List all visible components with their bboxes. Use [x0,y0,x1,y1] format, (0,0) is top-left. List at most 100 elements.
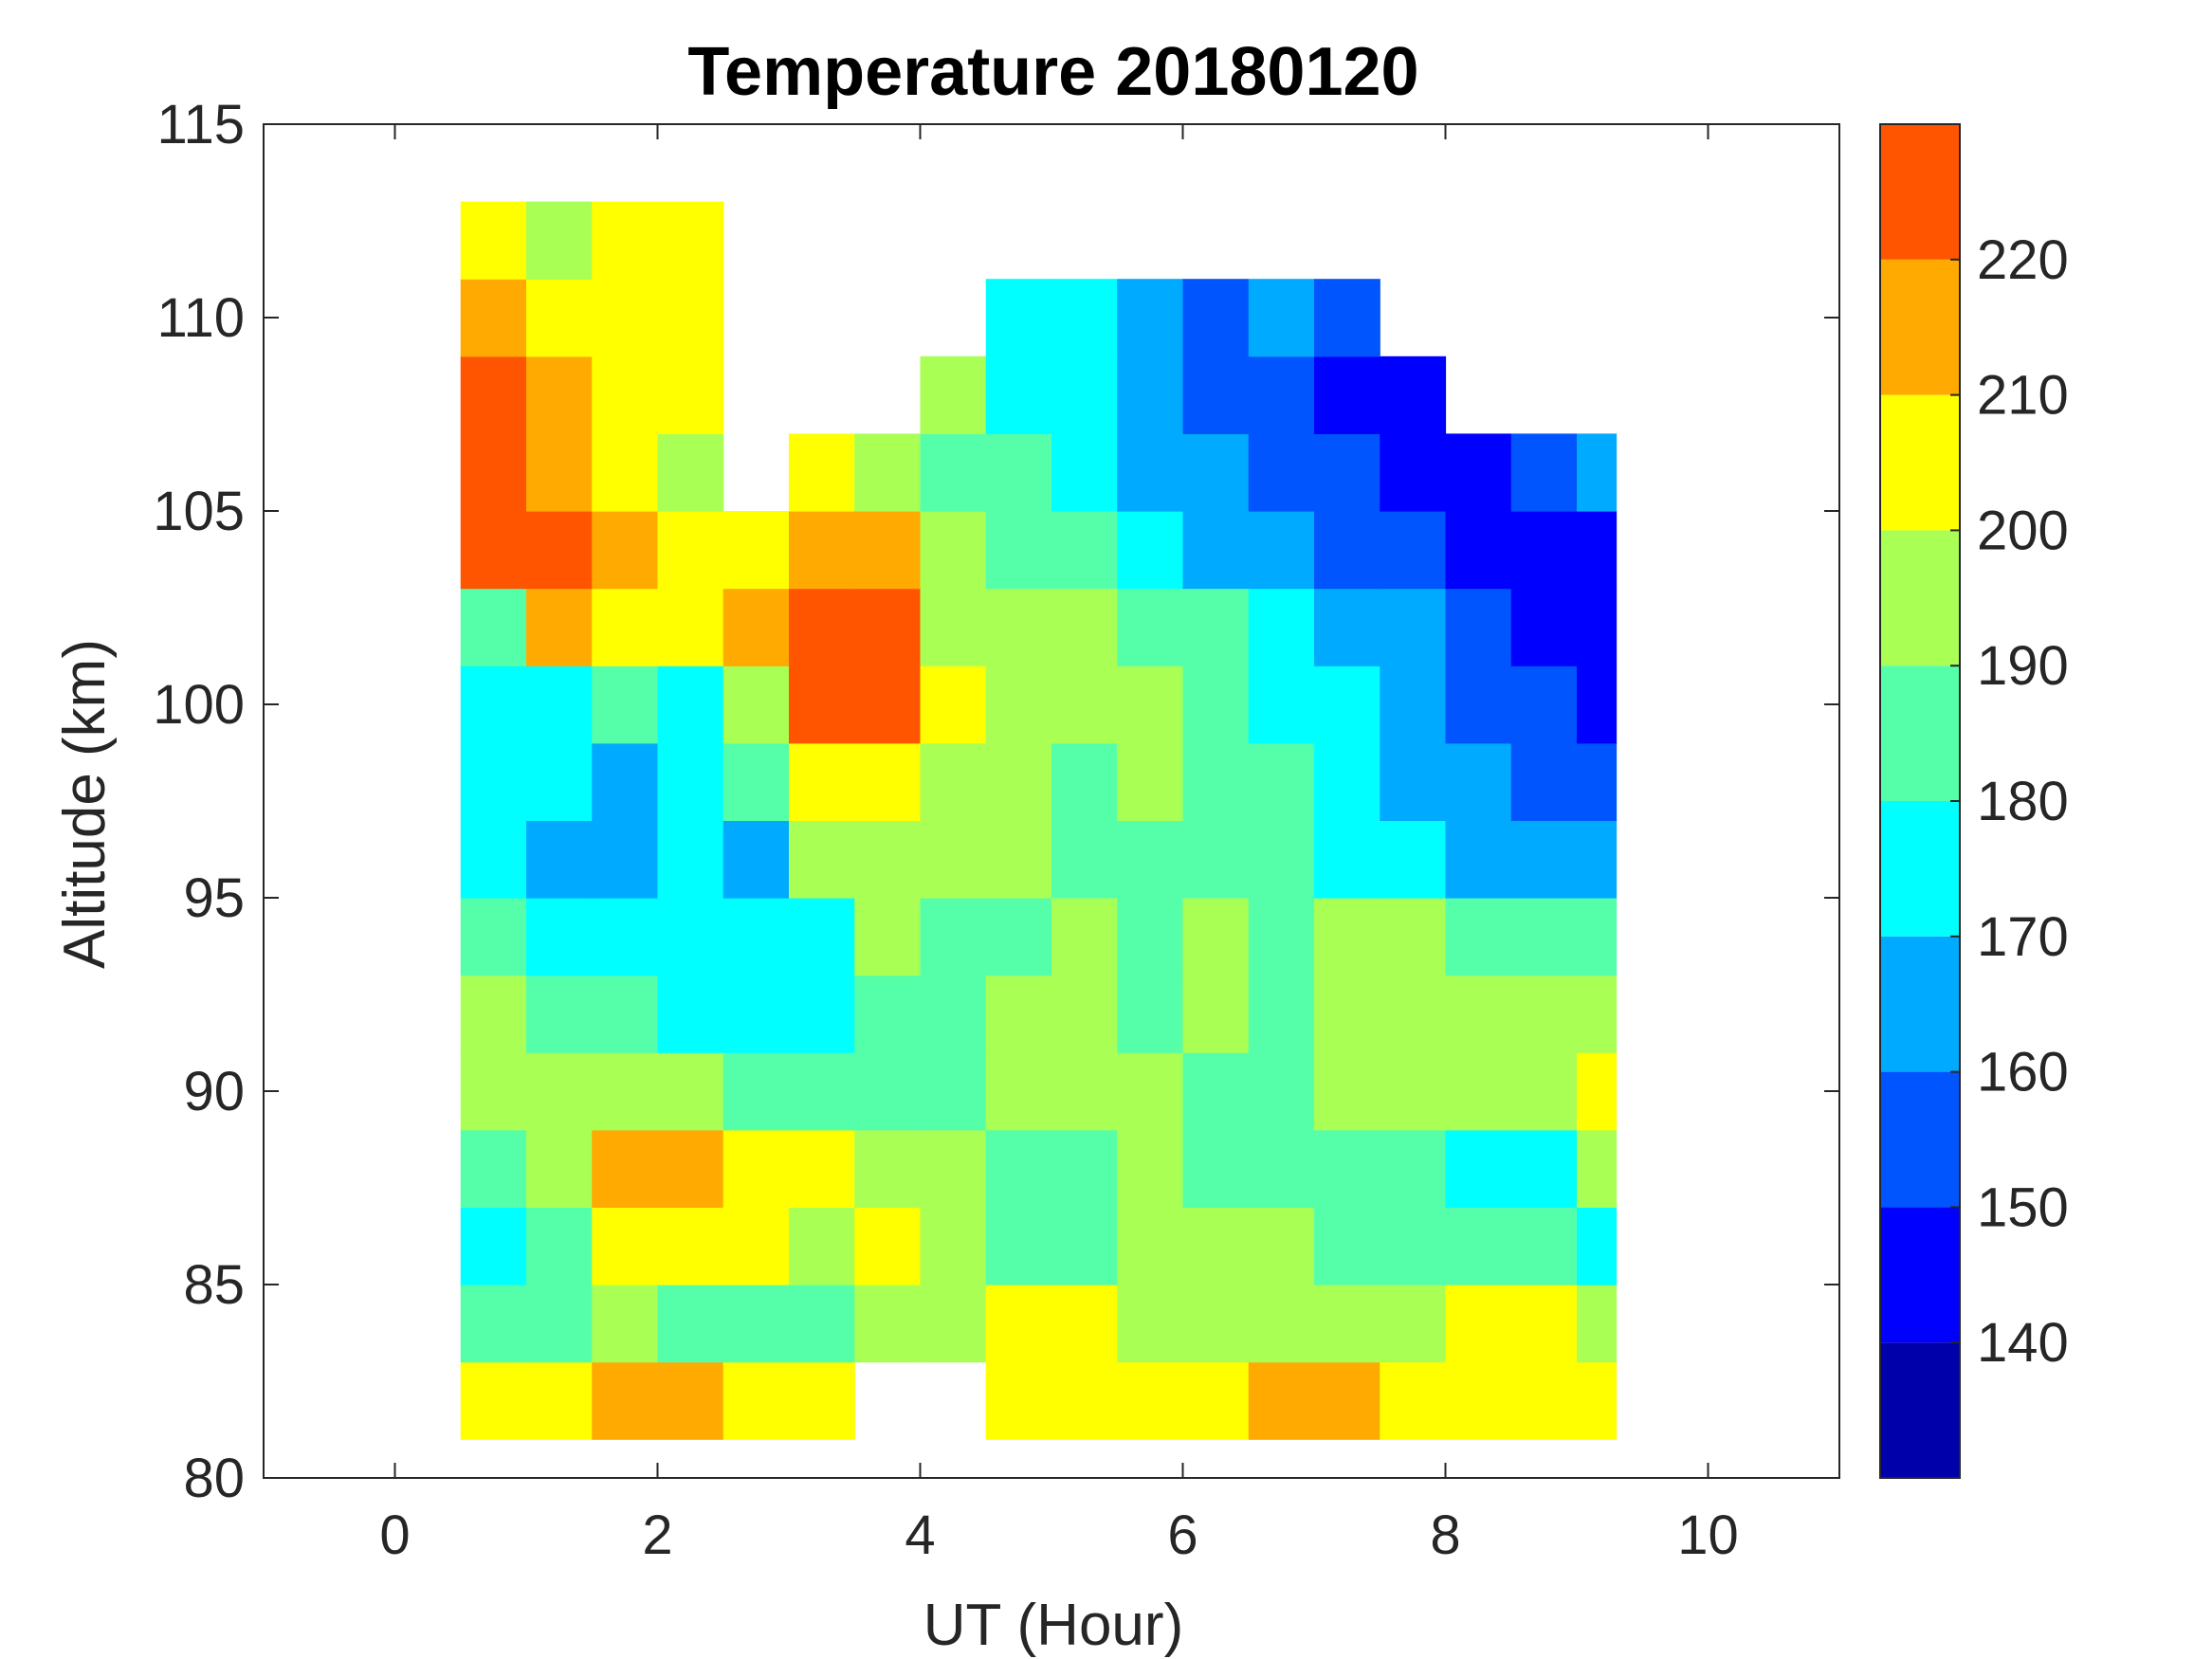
temperature-cell [460,356,527,434]
colorbar-tick-label: 180 [1977,771,2069,832]
temperature-cell [657,356,724,434]
colorbar-tick-label: 210 [1977,365,2069,427]
temperature-cell [1182,1285,1250,1363]
temperature-cell [1445,1361,1512,1440]
temperature-cell [1577,820,1618,899]
temperature-cell [985,1207,1052,1285]
temperature-cell [1182,279,1250,357]
y-tick-label: 85 [183,1254,245,1316]
temperature-cell [1117,433,1184,512]
temperature-cell [985,975,1052,1053]
temperature-cell [592,1361,659,1440]
colorbar-segment [1880,394,1960,531]
temperature-cell [1380,1285,1447,1363]
temperature-cell [789,665,855,744]
temperature-cell [1182,665,1250,744]
temperature-cell [985,1361,1052,1440]
temperature-cell [526,279,593,357]
temperature-cell [592,665,659,744]
temperature-cell [1510,1285,1578,1363]
temperature-cell [460,279,527,357]
temperature-cell [657,975,724,1053]
temperature-cell [789,1285,855,1363]
colorbar-segment [1880,1342,1960,1478]
temperature-cell [985,1285,1052,1363]
temperature-cell [1182,1129,1250,1208]
temperature-cell [1380,511,1447,590]
temperature-cell [1510,742,1578,821]
colorbar: 140 150 160 170 180 190 200 210 220 [1879,123,2069,1479]
temperature-cell [1510,665,1578,744]
temperature-cell [1117,1285,1184,1363]
colorbar-tick-label: 170 [1977,906,2069,968]
temperature-cell [1248,820,1315,899]
temperature-cell [657,1052,724,1131]
temperature-cell [789,975,855,1053]
temperature-cell [920,1207,987,1285]
temperature-cell [526,1207,593,1285]
temperature-cell [789,511,855,590]
temperature-cell [1510,1207,1578,1285]
temperature-cell [920,1285,987,1363]
temperature-cell [1248,1052,1315,1131]
temperature-cell [854,1129,922,1208]
temperature-cell [1248,1207,1315,1285]
temperature-cell [985,1052,1052,1131]
temperature-cell [460,975,527,1053]
temperature-cell [1117,279,1184,357]
temperature-cell [526,1052,593,1131]
temperature-cell [1380,820,1447,899]
temperature-cell [1577,975,1618,1053]
temperature-cell [1248,975,1315,1053]
x-tick-label: 4 [905,1504,935,1566]
temperature-cell [1510,975,1578,1053]
temperature-cell [460,742,527,821]
temperature-cell [592,279,659,357]
temperature-cell [1445,898,1512,976]
colorbar-segment [1880,530,1960,666]
temperature-cell [592,742,659,821]
temperature-cell [657,279,724,357]
temperature-cell [985,356,1052,434]
temperature-cell [920,1052,987,1131]
temperature-cell [722,511,790,590]
temperature-cell [1445,665,1512,744]
temperature-cell [526,742,593,821]
temperature-cell [1182,1052,1250,1131]
temperature-cell [592,356,659,434]
temperature-cell [592,201,659,280]
temperature-cell [657,665,724,744]
temperature-cell [1380,975,1447,1053]
temperature-cell [460,665,527,744]
temperature-cell [657,201,724,280]
colorbar-tick-label: 200 [1977,500,2069,561]
temperature-cell [985,1129,1052,1208]
temperature-cell [526,898,593,976]
temperature-cell [920,1129,987,1208]
temperature-cell [1314,433,1380,512]
temperature-cell [526,665,593,744]
temperature-cell [1117,665,1184,744]
chart-title: Temperature 20180120 [687,34,1418,110]
temperature-cell [657,1207,724,1285]
temperature-cell [1314,1207,1380,1285]
temperature-cell [1577,1285,1618,1363]
temperature-cell [920,975,987,1053]
temperature-cell [1510,1052,1578,1131]
temperature-cell [1380,898,1447,976]
temperature-cell [789,898,855,976]
temperature-cell [1051,1129,1118,1208]
x-tick-label: 8 [1430,1504,1460,1566]
temperature-cell [592,820,659,899]
y-axis-label: Altitude (km) [52,639,118,969]
temperature-cell [1314,665,1380,744]
temperature-cell [1117,356,1184,434]
temperature-cell [1051,975,1118,1053]
y-tick-label: 95 [183,867,245,929]
temperature-cell [920,898,987,976]
temperature-cell [460,588,527,666]
temperature-cell [1248,433,1315,512]
temperature-cell [526,588,593,666]
temperature-cell [985,820,1052,899]
